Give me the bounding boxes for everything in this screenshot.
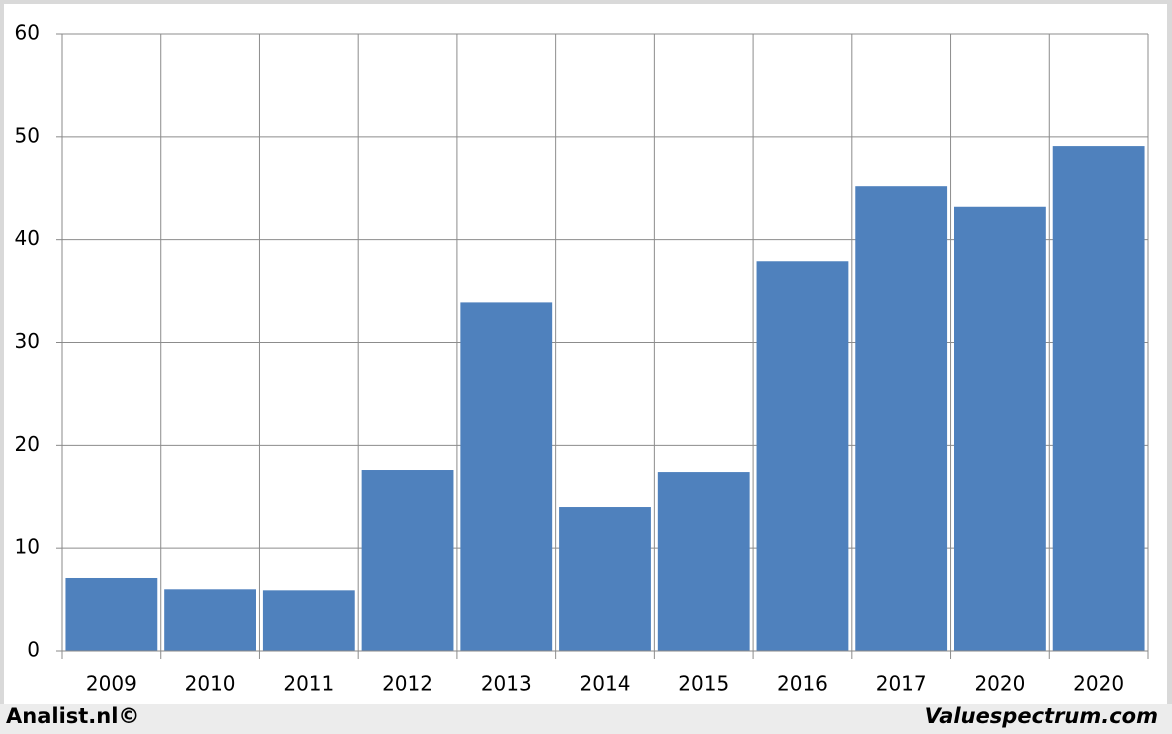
bar bbox=[65, 577, 158, 651]
y-tick-label: 0 bbox=[27, 638, 40, 662]
x-tick-label: 2017 bbox=[876, 672, 927, 696]
x-tick-label: 2012 bbox=[382, 672, 433, 696]
y-tick-label: 30 bbox=[15, 329, 40, 353]
source-left: Analist.nl© bbox=[6, 704, 139, 728]
y-tick-label: 10 bbox=[15, 535, 40, 559]
x-tick-label: 2020 bbox=[974, 672, 1025, 696]
bar bbox=[460, 302, 553, 651]
x-tick-label: 2015 bbox=[678, 672, 729, 696]
x-tick-label: 2014 bbox=[580, 672, 631, 696]
y-tick-label: 60 bbox=[15, 21, 40, 45]
x-tick-label: 2009 bbox=[86, 672, 137, 696]
y-tick-label: 50 bbox=[15, 123, 40, 147]
bar bbox=[559, 507, 651, 651]
bar bbox=[262, 590, 355, 651]
bar bbox=[756, 261, 849, 651]
footer-band bbox=[0, 704, 1172, 734]
bar bbox=[164, 589, 256, 651]
bar bbox=[954, 206, 1046, 651]
bar bbox=[855, 186, 948, 651]
x-tick-label: 2013 bbox=[481, 672, 532, 696]
y-tick-label: 20 bbox=[15, 432, 40, 456]
bar bbox=[1052, 146, 1145, 652]
x-tick-label: 2010 bbox=[185, 672, 236, 696]
bar bbox=[657, 472, 750, 651]
bar bbox=[361, 470, 454, 651]
y-tick-label: 40 bbox=[15, 226, 40, 250]
x-tick-label: 2011 bbox=[283, 672, 334, 696]
x-tick-label: 2016 bbox=[777, 672, 828, 696]
x-tick-label: 2020 bbox=[1073, 672, 1124, 696]
source-right: Valuespectrum.com bbox=[925, 704, 1158, 728]
